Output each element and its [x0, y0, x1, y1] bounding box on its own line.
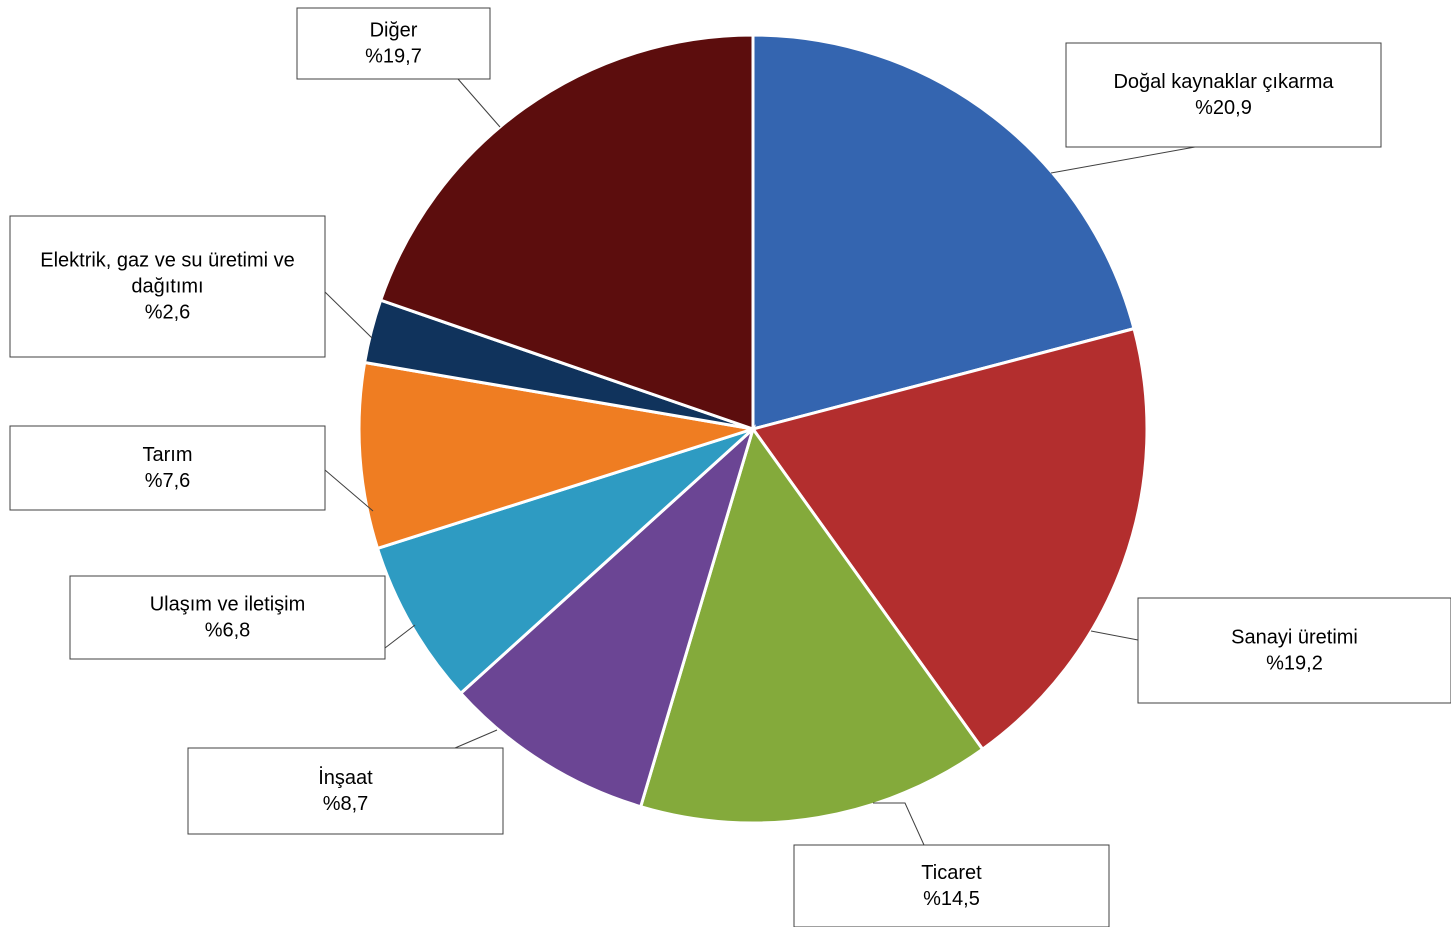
data-label: Ulaşım ve iletişim %6,8	[69, 575, 386, 660]
data-label-box	[9, 215, 326, 358]
leader-line	[457, 78, 501, 128]
pie-slice	[638, 425, 985, 825]
data-label: Doğal kaynaklar çıkarma %20,9	[1065, 42, 1382, 148]
leader-line	[1050, 146, 1196, 174]
slice-name-label: Ulaşım ve iletişim	[150, 594, 306, 616]
data-label-box	[1065, 42, 1382, 148]
slice-name-label: Doğal kaynaklar çıkarma	[1113, 71, 1334, 93]
data-label-box	[187, 747, 504, 835]
slice-name-label: Sanayi üretimi	[1231, 627, 1358, 649]
leader-line	[324, 291, 373, 339]
data-label: Sanayi üretimi %19,2	[1137, 597, 1451, 704]
slice-value-label: %14,5	[923, 888, 980, 910]
slice-name-label: İnşaat	[318, 766, 373, 789]
slice-name-label: Tarım	[143, 444, 193, 466]
pie-slice	[378, 33, 755, 432]
data-label: Ticaret %14,5	[793, 844, 1110, 927]
data-label: Diğer %19,7	[296, 7, 491, 80]
data-label: Elektrik, gaz ve su üretimi ve dağıtımı %2…	[9, 215, 326, 358]
pie-slice	[458, 424, 756, 809]
leader-line	[1090, 630, 1139, 641]
data-label-box	[69, 575, 386, 660]
slice-value-label: %19,7	[365, 46, 422, 68]
pie-slice	[751, 33, 1136, 431]
slice-value-label: %7,6	[145, 470, 191, 492]
data-label-box	[9, 425, 326, 511]
slice-value-label: %8,7	[323, 793, 369, 815]
slice-value-label: %20,9	[1195, 97, 1252, 119]
slice-name-label: dağıtımı	[131, 276, 203, 298]
data-label-box	[793, 844, 1110, 927]
slice-value-label: %6,8	[205, 620, 251, 642]
pie-slice	[375, 427, 755, 696]
slice-value-label: %2,6	[145, 302, 191, 324]
data-label: Tarım %7,6	[9, 425, 326, 511]
slice-value-label: %19,2	[1266, 653, 1323, 675]
slice-name-label: Ticaret	[921, 862, 982, 884]
pie-slice	[750, 326, 1149, 752]
leader-line	[873, 802, 925, 846]
slice-name-label: Elektrik, gaz ve su üretimi ve	[40, 250, 295, 272]
leader-lines	[324, 78, 1196, 846]
leader-line	[324, 469, 374, 512]
pie-slice	[357, 360, 754, 551]
data-label-box	[296, 7, 491, 80]
pie-slices	[357, 33, 1149, 825]
data-label-box	[1137, 597, 1451, 704]
slice-name-label: Diğer	[370, 20, 418, 42]
data-label: İnşaat %8,7	[187, 747, 504, 835]
data-label-callouts: Doğal kaynaklar çıkarma %20,9 Sanayi üreti…	[9, 7, 1451, 927]
leader-line	[454, 729, 498, 749]
leader-line	[384, 624, 416, 649]
